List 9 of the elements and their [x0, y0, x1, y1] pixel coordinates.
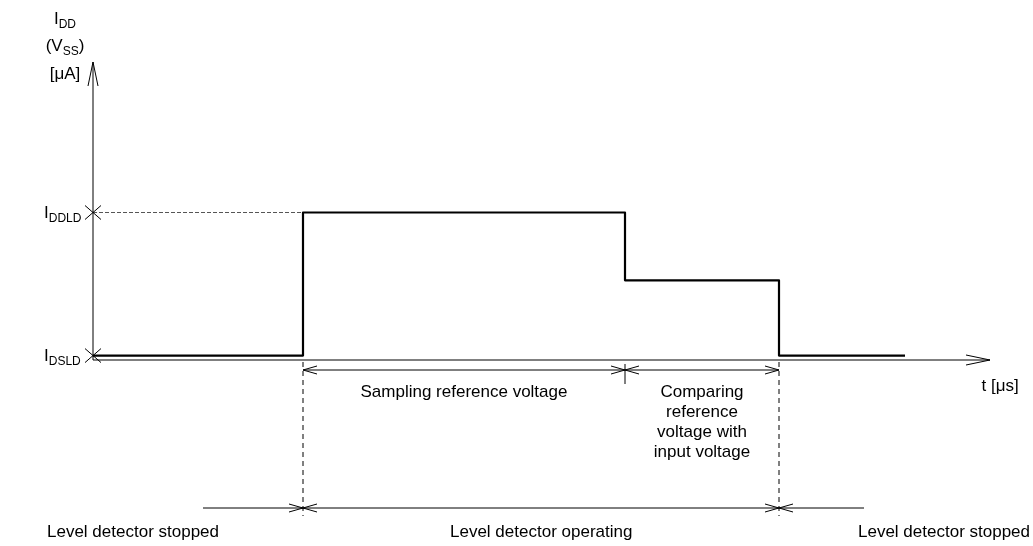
text: I$_{DD}$ (V$_{SS}$) [μA]	[44, 8, 86, 84]
text: Level detector stopped	[858, 522, 1031, 542]
text: I$_{DDLD}$	[44, 202, 82, 227]
x-axis-title: t [μs]	[981, 376, 1019, 396]
text: Sampling reference voltage	[360, 382, 568, 402]
text: Comparing reference voltage with input voltage	[652, 382, 752, 462]
text: I$_{DSLD}$	[44, 345, 81, 370]
text: Level detector operating	[450, 522, 633, 542]
text: Level detector stopped	[47, 522, 220, 542]
